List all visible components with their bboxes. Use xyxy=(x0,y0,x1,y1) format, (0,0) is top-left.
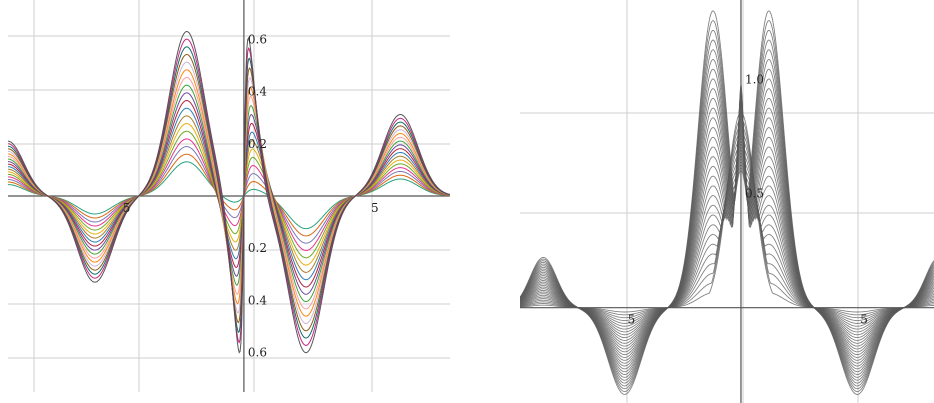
series-line xyxy=(8,161,450,230)
left-axes xyxy=(8,0,450,392)
left-tick-labels: 5 5 0.6 0.4 0.2 0.2 0.4 0.6 xyxy=(123,32,379,359)
x-tick-label: 5 xyxy=(628,313,636,327)
left-grid xyxy=(8,0,450,392)
series-line xyxy=(8,100,450,288)
series-line xyxy=(8,153,450,237)
series-line xyxy=(8,107,450,281)
series-line xyxy=(8,115,450,273)
series-line xyxy=(8,123,450,266)
right-tick-labels: 5 5 1.0 0.5 xyxy=(628,72,868,326)
series-line xyxy=(8,61,450,324)
y-tick-label: 0.6 xyxy=(248,32,267,46)
right-plot: 5 5 1.0 0.5 xyxy=(520,0,934,403)
y-tick-label: 0.4 xyxy=(248,293,267,307)
left-plot: 5 5 0.6 0.4 0.2 0.2 0.4 0.6 xyxy=(8,0,450,392)
series-line xyxy=(8,53,450,332)
series-line xyxy=(8,46,450,339)
y-tick-label: 0.2 xyxy=(248,241,267,255)
y-tick-label: 0.4 xyxy=(248,85,267,99)
y-tick-label: 1.0 xyxy=(745,72,764,86)
x-tick-label: 5 xyxy=(860,313,868,327)
x-tick-label: 5 xyxy=(123,201,131,215)
series-line xyxy=(8,76,450,310)
series-line xyxy=(8,84,450,303)
x-tick-label: 5 xyxy=(371,201,379,215)
y-tick-label: 0.6 xyxy=(248,346,267,360)
series-line xyxy=(520,10,934,395)
y-tick-label: 0.5 xyxy=(745,187,764,201)
right-curves xyxy=(520,10,934,395)
series-line xyxy=(8,31,450,354)
series-line xyxy=(8,130,450,259)
series-line xyxy=(8,69,450,317)
left-curves xyxy=(8,31,450,354)
series-line xyxy=(8,146,450,244)
series-line xyxy=(8,38,450,346)
series-line xyxy=(8,138,450,251)
y-tick-label: 0.2 xyxy=(248,137,267,151)
